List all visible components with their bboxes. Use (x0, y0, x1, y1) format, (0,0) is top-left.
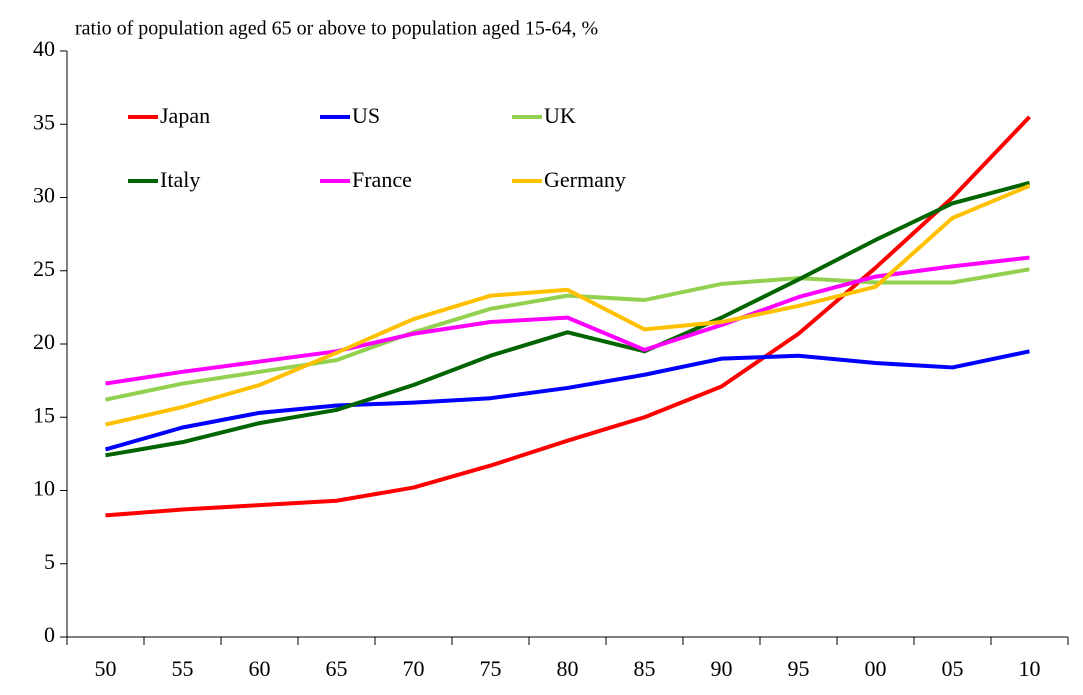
series-line (104, 349, 1030, 452)
y-tick-label: 40 (33, 36, 55, 61)
x-tick-label: 70 (403, 656, 425, 681)
y-tick-label: 10 (33, 476, 55, 501)
legend-label: France (352, 167, 412, 192)
legend-label: US (352, 103, 380, 128)
y-tick-label: 5 (44, 549, 55, 574)
legend-label: UK (544, 103, 576, 128)
y-tick-label: 15 (33, 402, 55, 427)
x-tick-label: 60 (249, 656, 271, 681)
legend-label: Italy (160, 167, 200, 192)
x-tick-label: 80 (557, 656, 579, 681)
series-line (105, 183, 1031, 427)
x-tick-label: 10 (1019, 656, 1041, 681)
x-tick-label: 90 (711, 656, 733, 681)
series-line (105, 255, 1030, 386)
x-tick-label: 75 (480, 656, 502, 681)
x-tick-label: 55 (172, 656, 194, 681)
x-tick-label: 05 (942, 656, 964, 681)
legend-label: Germany (544, 167, 626, 192)
x-tick-label: 65 (326, 656, 348, 681)
y-tick-label: 20 (33, 329, 55, 354)
series-line (105, 180, 1031, 458)
legend-label: Japan (160, 103, 210, 128)
x-tick-label: 85 (634, 656, 656, 681)
series-line (105, 115, 1031, 518)
x-tick-label: 95 (788, 656, 810, 681)
x-tick-label: 50 (95, 656, 117, 681)
y-tick-label: 0 (44, 622, 55, 647)
x-tick-label: 00 (865, 656, 887, 681)
chart-title: ratio of population aged 65 or above to … (75, 18, 598, 40)
series-line (105, 267, 1030, 402)
y-tick-label: 25 (33, 256, 55, 281)
y-tick-label: 30 (33, 183, 55, 208)
y-tick-label: 35 (33, 109, 55, 134)
